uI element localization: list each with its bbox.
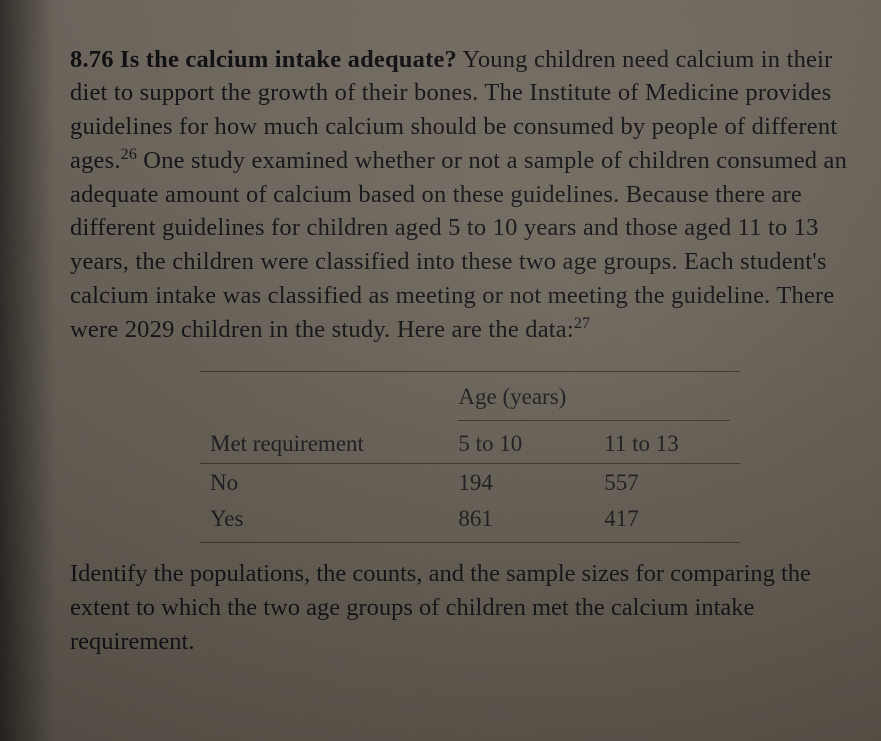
- exercise-body-2: One study examined whether or not a samp…: [70, 147, 847, 343]
- table-rule-bottom: [200, 542, 740, 543]
- cell-no-11to13: 557: [594, 464, 740, 501]
- age-span-rule-cell: [448, 414, 740, 427]
- table-row: [200, 414, 740, 427]
- table-header-row: Met requirement 5 to 10 11 to 13: [200, 427, 740, 464]
- exercise-title: Is the calcium intake adequate?: [120, 46, 457, 73]
- data-table: Age (years) Met requirement 5 to 10 11 t…: [200, 371, 740, 543]
- row-label-yes: Yes: [200, 500, 448, 540]
- table-rule-top: [200, 371, 740, 372]
- exercise-paragraph: 8.76 Is the calcium intake adequate? You…: [70, 43, 853, 347]
- table-cell-empty: [200, 378, 448, 414]
- footnote-ref-26: 26: [121, 146, 137, 163]
- textbook-page: 8.76 Is the calcium intake adequate? You…: [0, 0, 881, 741]
- footnote-ref-27: 27: [574, 315, 590, 332]
- col-header-5-10: 5 to 10: [448, 427, 594, 464]
- cell-yes-5to10: 861: [448, 500, 594, 540]
- row-label-no: No: [200, 464, 448, 501]
- table-row: Age (years): [200, 378, 740, 414]
- cell-no-5to10: 194: [448, 464, 594, 501]
- met-requirement-header: Met requirement: [200, 427, 448, 464]
- table-row: Yes 861 417: [200, 500, 740, 540]
- calcium-table: Age (years) Met requirement 5 to 10 11 t…: [200, 378, 740, 540]
- table-cell-empty: [200, 414, 448, 427]
- exercise-number: 8.76: [70, 46, 114, 73]
- table-row: No 194 557: [200, 464, 740, 501]
- age-span-rule: [458, 420, 730, 421]
- cell-yes-11to13: 417: [594, 500, 740, 540]
- age-group-header: Age (years): [448, 378, 740, 414]
- col-header-11-13: 11 to 13: [594, 427, 740, 464]
- exercise-question: Identify the populations, the counts, an…: [70, 557, 853, 658]
